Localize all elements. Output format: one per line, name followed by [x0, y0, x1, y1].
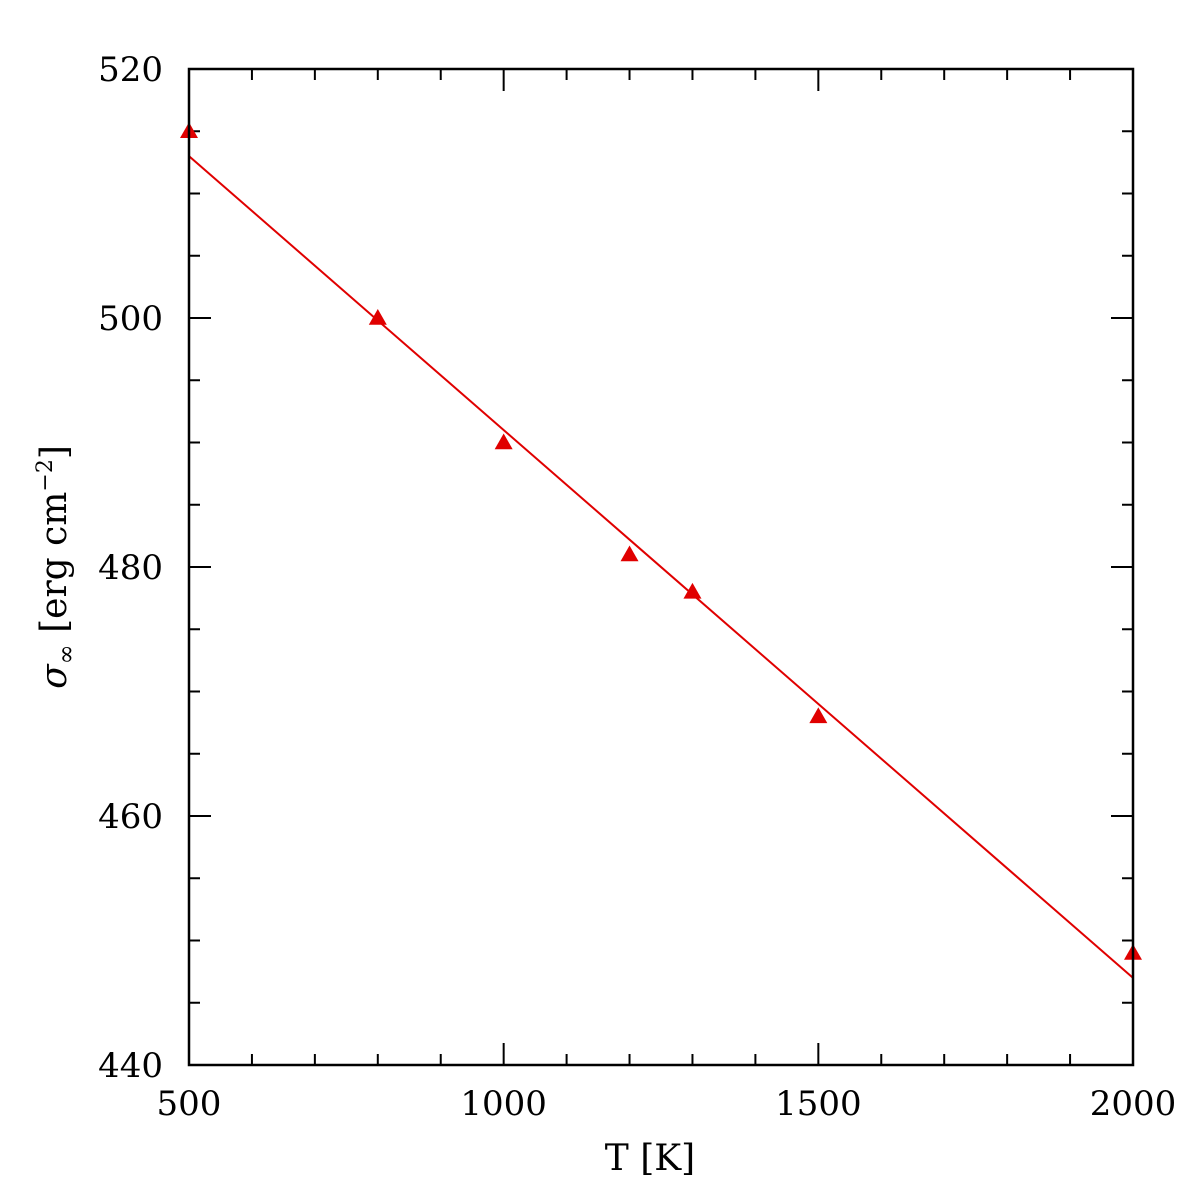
y-axis-label-units: [erg cm [34, 492, 75, 645]
y-tick-label: 440 [98, 1046, 163, 1086]
x-tick-label: 1000 [460, 1084, 547, 1124]
data-point-triangle [494, 433, 513, 450]
fit-line [188, 155, 1134, 979]
svg-text:σ∞ [erg cm−2]: σ∞ [erg cm−2] [33, 445, 80, 689]
x-axis-label: T [K] [605, 1138, 695, 1179]
data-point-triangle [368, 309, 387, 325]
y-axis-label-close: ] [34, 445, 75, 459]
axis-tick-labels: 500 1000 1500 2000 440 460 480 500 520 [98, 50, 1176, 1124]
data-point-triangle [809, 707, 828, 724]
y-axis-label-subscript: ∞ [52, 644, 80, 664]
y-axis-label: σ∞ [erg cm−2] [33, 445, 80, 689]
x-tick-label: 1500 [775, 1084, 862, 1124]
plot-frame [187, 67, 1135, 1067]
y-tick-label: 500 [98, 299, 163, 339]
y-tick-label: 520 [98, 50, 163, 90]
data-series [180, 122, 1142, 979]
y-axis-label-exponent: −2 [33, 459, 58, 491]
x-tick-label: 2000 [1090, 1084, 1177, 1124]
data-point-triangle [683, 582, 702, 599]
y-tick-label: 480 [98, 548, 163, 588]
y-tick-label: 460 [98, 797, 163, 837]
data-point-triangle [620, 545, 639, 562]
x-tick-label: 500 [157, 1084, 222, 1124]
y-axis-label-symbol: σ [34, 663, 75, 689]
